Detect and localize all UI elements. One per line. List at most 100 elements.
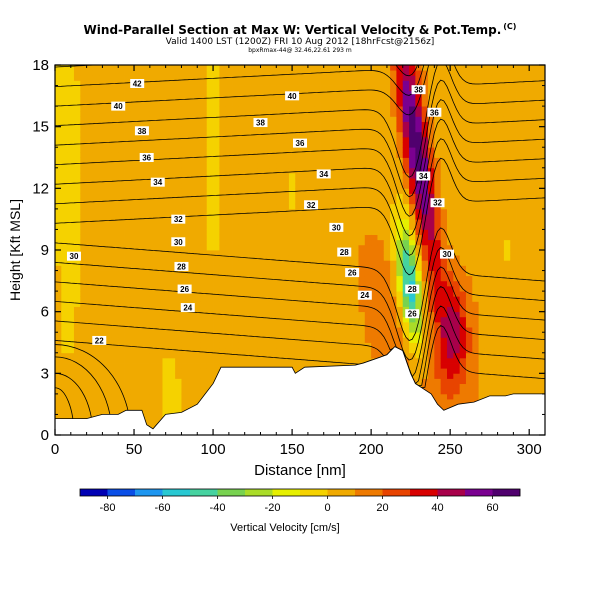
field-cell (276, 239, 284, 246)
field-cell (194, 357, 201, 364)
field-cell (105, 363, 113, 369)
field-cell (282, 219, 290, 225)
field-cell (478, 70, 486, 76)
field-cell (251, 147, 258, 153)
field-cell (86, 70, 94, 76)
field-cell (80, 142, 88, 148)
field-cell (396, 90, 404, 97)
field-cell (333, 142, 340, 148)
field-cell (402, 198, 410, 205)
field-cell (61, 378, 69, 385)
field-cell (124, 80, 132, 86)
field-cell (86, 147, 94, 153)
field-cell (339, 285, 347, 292)
field-cell (200, 219, 208, 225)
field-cell (390, 306, 397, 313)
field-cell (137, 301, 144, 307)
field-cell (130, 357, 138, 364)
field-cell (67, 178, 75, 184)
field-cell (80, 106, 88, 112)
field-cell (175, 75, 182, 81)
field-cell (149, 244, 157, 251)
field-cell (453, 368, 461, 374)
field-cell (232, 208, 239, 215)
field-cell (80, 311, 88, 318)
field-cell (105, 188, 113, 194)
field-cell (352, 311, 359, 318)
field-cell (269, 224, 277, 230)
field-cell (80, 239, 88, 246)
field-cell (339, 95, 347, 102)
field-cell (67, 244, 75, 251)
field-cell (149, 193, 157, 200)
field-cell (257, 229, 265, 235)
field-cell (143, 214, 151, 220)
field-cell (175, 152, 182, 158)
field-cell (200, 265, 208, 271)
field-cell (478, 214, 486, 220)
field-cell (453, 399, 461, 405)
field-cell (168, 162, 176, 169)
field-cell (149, 357, 157, 364)
field-cell (55, 332, 62, 338)
field-cell (453, 162, 461, 169)
field-cell (206, 378, 214, 385)
field-cell (143, 419, 151, 426)
field-cell (269, 136, 277, 143)
field-cell (156, 152, 163, 158)
field-cell (105, 332, 113, 338)
field-cell (143, 116, 151, 122)
field-cell (86, 414, 94, 420)
field-cell (232, 285, 239, 292)
field-cell (472, 244, 480, 251)
field-cell (105, 106, 113, 112)
field-cell (162, 393, 170, 400)
field-cell (314, 265, 321, 271)
field-cell (352, 250, 359, 256)
field-cell (130, 178, 138, 184)
field-cell (345, 275, 353, 282)
field-cell (390, 239, 397, 246)
field-cell (282, 275, 290, 282)
field-cell (465, 111, 473, 117)
field-cell (149, 399, 157, 405)
field-cell (383, 291, 391, 297)
field-cell (162, 275, 170, 282)
field-cell (143, 142, 151, 148)
field-cell (465, 203, 473, 210)
field-cell (276, 357, 284, 364)
field-cell (99, 250, 106, 256)
field-cell (428, 311, 435, 318)
field-cell (352, 90, 359, 97)
field-cell (124, 332, 132, 338)
field-cell (238, 111, 246, 117)
field-cell (168, 126, 176, 133)
field-cell (377, 239, 385, 246)
field-cell (137, 70, 144, 76)
field-cell (276, 90, 284, 97)
field-cell (339, 100, 347, 107)
field-cell (276, 250, 284, 256)
field-cell (447, 85, 454, 92)
field-cell (314, 152, 321, 158)
field-cell (465, 152, 473, 158)
field-cell (377, 152, 385, 158)
field-cell (149, 116, 157, 122)
field-cell (301, 239, 309, 246)
field-cell (105, 280, 113, 287)
field-cell (206, 70, 214, 76)
field-cell (295, 152, 302, 158)
field-cell (459, 198, 467, 205)
field-cell (206, 311, 214, 318)
field-cell (371, 152, 378, 158)
field-cell (326, 126, 334, 133)
field-cell (130, 167, 138, 174)
field-cell (459, 383, 467, 390)
field-cell (301, 311, 309, 318)
field-cell (168, 167, 176, 174)
field-cell (118, 301, 125, 307)
field-cell (472, 131, 480, 138)
field-cell (206, 250, 214, 256)
field-cell (371, 275, 378, 282)
field-cell (276, 285, 284, 292)
